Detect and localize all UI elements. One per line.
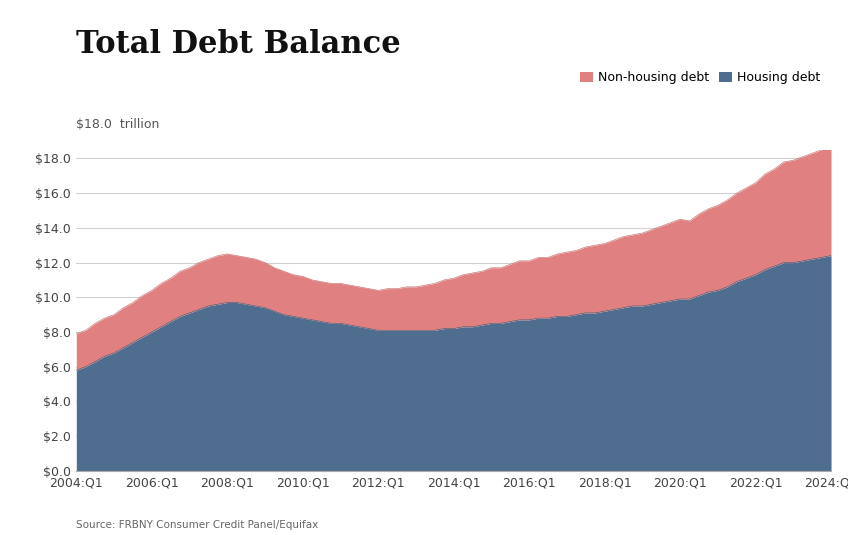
Legend: Non-housing debt, Housing debt: Non-housing debt, Housing debt <box>576 66 825 89</box>
Text: Total Debt Balance: Total Debt Balance <box>76 29 401 60</box>
Text: $18.0  trillion: $18.0 trillion <box>76 118 159 131</box>
Text: Source: FRBNY Consumer Credit Panel/Equifax: Source: FRBNY Consumer Credit Panel/Equi… <box>76 519 319 530</box>
